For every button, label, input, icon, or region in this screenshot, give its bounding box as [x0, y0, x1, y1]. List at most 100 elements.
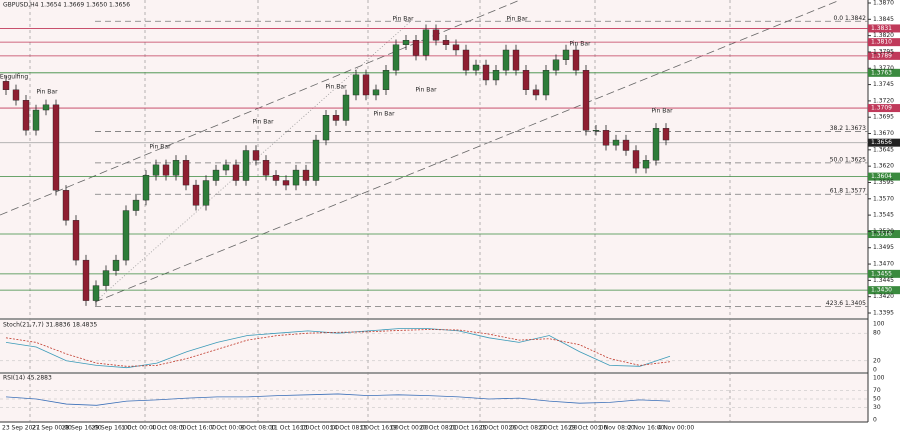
candle-body — [272, 175, 280, 181]
candle-body — [42, 104, 50, 111]
pattern-annotation: Pin Bar — [651, 108, 673, 115]
candle-body — [662, 128, 670, 141]
candle-body — [302, 169, 310, 181]
y-tick-label: 1.3770 — [873, 65, 894, 72]
candle-body — [242, 150, 250, 181]
x-tick-label: 26 Oct 08:00 — [509, 425, 548, 432]
candle-body — [482, 64, 490, 81]
candle-body — [552, 59, 560, 71]
pattern-annotation: Pin Bar — [392, 16, 414, 23]
candle-body — [72, 220, 80, 261]
candle-body — [572, 49, 580, 71]
y-tick-label: 1.3695 — [873, 114, 894, 121]
y-tick-label: 1.3745 — [873, 81, 894, 88]
candle-body — [22, 100, 30, 131]
level-label: 61.8 1.3577 — [830, 188, 866, 195]
y-tick-label: 100 — [873, 321, 885, 328]
price-box — [868, 38, 900, 47]
price-box — [868, 286, 900, 295]
x-tick-label: 4 Oct 08:00 — [151, 425, 186, 432]
pattern-annotation: Pin Bar — [415, 87, 437, 94]
price-box-label: 1.3430 — [871, 287, 892, 294]
candle-body — [192, 184, 200, 206]
y-tick-label: 1.3645 — [873, 146, 894, 153]
x-tick-label: 7 Oct 00:00 — [211, 425, 246, 432]
y-tick-label: 100 — [873, 375, 885, 382]
candle-body — [632, 150, 640, 169]
candle-body — [442, 40, 450, 45]
pattern-annotation: Pin Bar — [506, 16, 528, 23]
y-tick-label: 1.3670 — [873, 130, 894, 137]
y-tick-label: 1.3570 — [873, 195, 894, 202]
level-label: 0.0 1.3842 — [834, 15, 867, 22]
y-tick-label: 0 — [873, 367, 877, 374]
price-box-label: 1.3831 — [871, 25, 892, 32]
y-tick-label: 0 — [873, 417, 877, 424]
candle-body — [52, 104, 60, 191]
candle-body — [2, 81, 10, 90]
candle-body — [332, 115, 340, 121]
price-box-label: 1.3604 — [871, 173, 892, 180]
y-tick-label: 1.3845 — [873, 16, 894, 23]
price-box — [868, 269, 900, 278]
x-tick-label: 2 Nov 16:00 — [628, 425, 665, 432]
pattern-annotation: Pin Bar — [373, 111, 395, 118]
candle-body — [252, 150, 260, 161]
candle-body — [452, 44, 460, 51]
pattern-annotation: Pin Bar — [325, 84, 347, 91]
candle-body — [622, 139, 630, 151]
price-box-label: 1.3709 — [871, 105, 892, 112]
candle-body — [352, 74, 360, 96]
y-tick-label: 1.3820 — [873, 32, 894, 39]
price-box — [868, 68, 900, 77]
pattern-annotation: Pin Bar — [569, 41, 591, 48]
rsi-panel — [0, 374, 868, 422]
y-tick-label: 1.3420 — [873, 293, 894, 300]
x-tick-label: 1 Nov 08:00 — [598, 425, 635, 432]
candle-body — [532, 89, 540, 96]
candle-body — [602, 130, 610, 146]
price-box-label: 1.3763 — [871, 69, 892, 76]
stoch-panel — [0, 320, 868, 372]
level-label: 423.6 1.3405 — [826, 300, 866, 307]
candle-body — [112, 259, 120, 271]
candle-body — [342, 94, 350, 121]
candle-body — [412, 40, 420, 56]
candle-body — [262, 160, 270, 176]
x-tick-label: 28 Sep 16:00 — [62, 425, 102, 432]
symbol-header: GBPUSD,H4 1.3654 1.3669 1.3650 1.3656 — [3, 2, 130, 9]
stoch-line — [5, 329, 671, 367]
candle-body — [82, 259, 90, 301]
y-tick-label: 1.3795 — [873, 48, 894, 55]
candle-body — [372, 89, 380, 96]
candle-body — [322, 115, 330, 141]
candle-body — [222, 164, 230, 171]
level-label: 50.0 1.3625 — [830, 156, 866, 163]
price-box — [868, 138, 900, 147]
price-box-label: 1.3810 — [871, 39, 892, 46]
price-box — [868, 230, 900, 239]
x-tick-label: 13 Oct 00:00 — [300, 425, 339, 432]
x-tick-label: 15 Oct 16:00 — [360, 425, 399, 432]
rsi-line — [5, 393, 671, 406]
candle-body — [642, 160, 650, 169]
candle-body — [232, 164, 240, 181]
separators — [29, 0, 731, 422]
candle-body — [162, 164, 170, 176]
x-tick-label: 27 Oct 16:00 — [538, 425, 577, 432]
x-tick-label: 27 Sep 00:00 — [32, 425, 72, 432]
candle-body — [502, 49, 510, 71]
pattern-annotation: Engulfing — [0, 74, 28, 81]
candle-body — [492, 70, 500, 81]
candle-body — [462, 49, 470, 71]
candle-body — [12, 89, 20, 101]
y-tick-label: 80 — [873, 330, 881, 337]
candle-body — [32, 109, 40, 131]
price-box — [868, 51, 900, 60]
candle-body — [152, 164, 160, 176]
y-tick-label: 1.3620 — [873, 163, 894, 170]
y-tick-label: 1.3470 — [873, 261, 894, 268]
x-tick-label: 1 Oct 00:00 — [121, 425, 156, 432]
pattern-annotation: Pin Bar — [36, 89, 58, 96]
